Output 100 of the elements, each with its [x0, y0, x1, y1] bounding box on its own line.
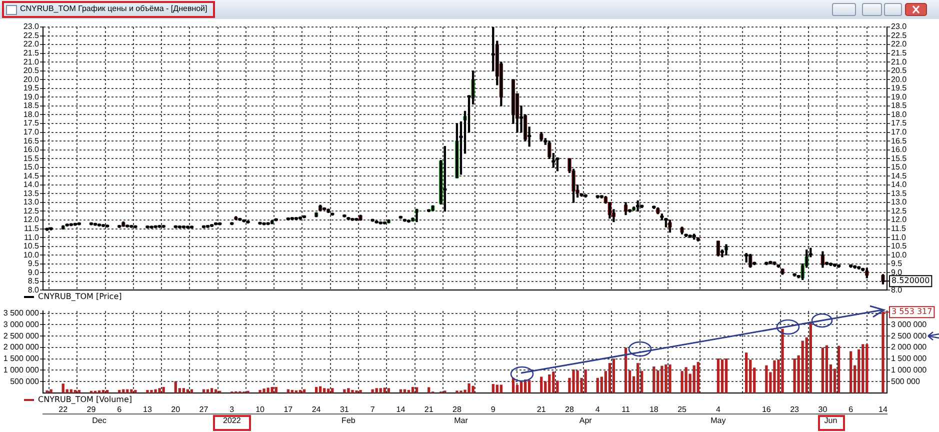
y-tick-label: 9.0: [28, 268, 40, 277]
y-tick-label: 2 500 000: [3, 331, 40, 340]
bar: [801, 340, 804, 393]
y2-tick-label: 19.0: [891, 92, 908, 102]
x-tick-label: 30: [818, 405, 828, 414]
bar: [379, 388, 382, 393]
y-tick-label: 21.0: [23, 57, 40, 66]
y-tick-label: 13.5: [23, 188, 40, 198]
annotation: 8.520000: [892, 276, 930, 286]
y-tick-label: 20.0: [23, 74, 40, 84]
bar: [821, 348, 824, 393]
y2-tick-label: 14.0: [891, 180, 908, 190]
bar: [612, 358, 616, 393]
chart-title: CNYRUB_TOM График цены и объёма - [Дневной]: [20, 4, 208, 13]
y2-tick-label: 21.0: [891, 57, 908, 66]
y2-tick-label: 9.5: [891, 259, 903, 268]
bar: [46, 390, 48, 393]
bar: [262, 388, 266, 393]
y-tick-label: 20.5: [23, 66, 40, 76]
y2-tick-label: 18.5: [891, 101, 908, 110]
y-tick-label: 1 000 000: [3, 365, 40, 374]
y2-tick-label: 2 500 000: [891, 331, 928, 340]
bar: [314, 386, 318, 393]
y-tick-label: 17.5: [23, 118, 40, 128]
bar: [182, 388, 185, 393]
y2-tick-label: 500 000: [891, 376, 920, 386]
bar: [118, 390, 121, 393]
bar: [78, 390, 80, 393]
bar: [696, 362, 700, 393]
bar: [656, 370, 660, 393]
x2-tick-label: Apr: [579, 416, 592, 426]
bar: [74, 390, 76, 393]
y-tick-label: 22.5: [23, 30, 40, 40]
x-tick-label: 14: [878, 405, 888, 414]
bar: [347, 388, 350, 393]
bar: [866, 344, 868, 393]
bar: [572, 369, 575, 393]
y2-tick-label: 17.5: [891, 118, 908, 128]
y-tick-label: 17.0: [23, 127, 40, 136]
bar: [331, 388, 334, 393]
bar: [664, 364, 668, 393]
y-tick-label: 8.5: [28, 276, 40, 286]
y2-tick-label: 16.5: [891, 136, 908, 146]
y-tick-label: 23.0: [23, 22, 40, 32]
bar: [154, 389, 157, 393]
bar: [773, 360, 776, 393]
y2-tick-label: 22.5: [891, 30, 908, 40]
bar: [716, 358, 720, 393]
y-tick-label: 15.5: [23, 154, 40, 163]
bar: [351, 390, 354, 393]
x-tick-label: 6: [117, 405, 122, 414]
y2-tick-label: 22.0: [891, 40, 908, 49]
bar: [258, 390, 262, 393]
y2-tick-label: 12.5: [891, 206, 908, 216]
bar: [468, 383, 470, 393]
x-tick-label: 28: [452, 405, 462, 414]
x-tick-label: 28: [565, 405, 574, 414]
y-tick-label: 19.0: [23, 92, 40, 102]
y-tick-label: 14.5: [23, 171, 40, 180]
y-tick-label: 13.0: [23, 198, 40, 207]
y-tick-label: 16.5: [23, 136, 40, 146]
y2-tick-label: 18.0: [891, 110, 908, 119]
bar: [274, 386, 278, 393]
y2-tick-label: 20.5: [891, 66, 908, 76]
bar: [492, 384, 494, 393]
y-tick-label: 19.5: [23, 84, 40, 93]
y-tick-label: 8.0: [28, 285, 40, 294]
bar: [720, 359, 724, 393]
y-tick-label: 10.0: [23, 250, 40, 260]
bar: [781, 328, 784, 393]
bar: [150, 390, 153, 393]
bar: [355, 390, 358, 393]
x-tick-label: 16: [762, 405, 772, 414]
y-tick-label: 9.5: [28, 259, 40, 268]
y2-tick-label: 11.5: [891, 224, 907, 233]
bar: [106, 390, 109, 393]
y2-tick-label: 20.0: [891, 74, 908, 84]
y2-tick-label: 15.0: [891, 162, 908, 172]
x-tick-label: 11: [622, 405, 630, 414]
y-tick-label: 500 000: [10, 376, 40, 386]
x-tick-label: 13: [143, 405, 152, 414]
y2-tick-label: 16.0: [891, 145, 908, 154]
bar: [548, 374, 551, 393]
bar: [596, 378, 599, 393]
bar: [162, 386, 165, 393]
bar: [343, 389, 346, 393]
bar: [850, 351, 852, 393]
bar: [472, 386, 474, 393]
y-tick-label: 14.0: [23, 180, 40, 190]
bar: [684, 367, 688, 393]
legend-label: CNYRUB_TOM [Volume]: [38, 395, 132, 404]
x-tick-label: 3: [230, 405, 235, 414]
x2-tick-label: Mar: [454, 416, 468, 426]
bar: [528, 380, 531, 393]
y2-tick-label: 10.0: [891, 250, 908, 260]
x-tick-label: 9: [490, 405, 496, 414]
bar: [411, 386, 414, 393]
y2-tick-label: 21.5: [891, 48, 908, 58]
bar: [407, 390, 410, 393]
y2-tick-label: 9.0: [891, 268, 903, 277]
